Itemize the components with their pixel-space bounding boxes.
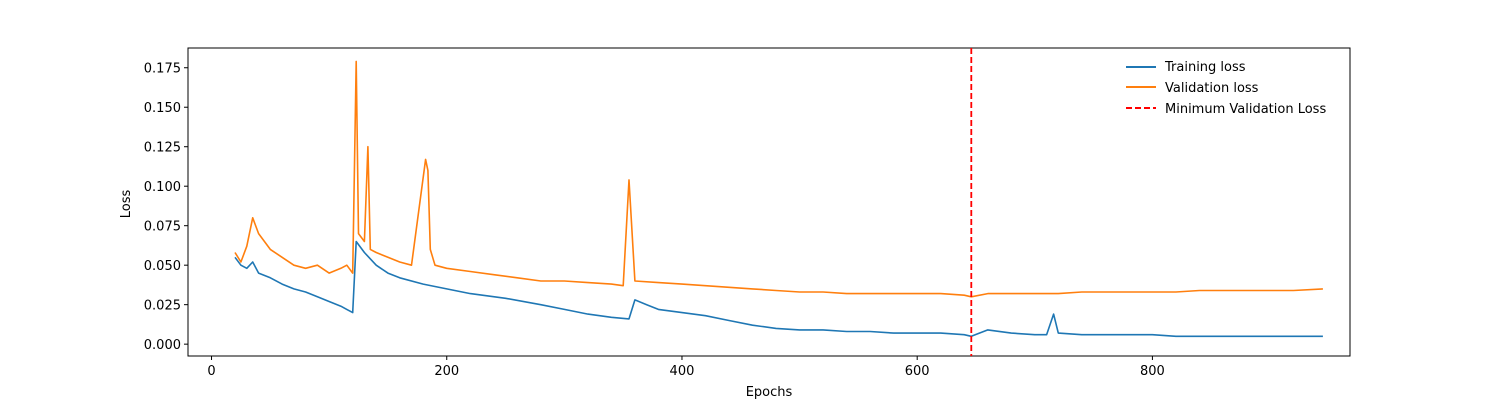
x-tick-label: 600 [905,364,930,379]
validation-loss-line [234,60,1323,298]
y-tick-label: 0.050 [144,259,181,274]
legend-validation-loss: Validation loss [1165,81,1259,96]
training-loss-line [234,240,1323,338]
x-axis: 0 200 400 600 800 [207,356,1165,379]
y-axis-label: Loss [119,190,134,219]
legend-minimum-validation-loss: Minimum Validation Loss [1165,102,1326,117]
legend: Training loss Validation loss Minimum Va… [1126,60,1326,117]
y-tick-label: 0.000 [144,338,181,353]
x-tick-label: 200 [434,364,459,379]
legend-training-loss: Training loss [1164,60,1246,75]
y-tick-label: 0.100 [144,180,181,195]
x-axis-label: Epochs [746,385,793,400]
x-tick-label: 800 [1140,364,1165,379]
series-layer [234,48,1323,356]
y-tick-label: 0.175 [144,62,181,77]
x-tick-label: 400 [670,364,695,379]
plot-frame [187,47,1351,357]
y-tick-label: 0.125 [144,141,181,156]
y-tick-label: 0.150 [144,101,181,116]
y-tick-label: 0.025 [144,299,181,314]
plot-area [187,47,1351,357]
y-axis: 0.000 0.025 0.050 0.075 0.100 0.125 0.150 0.175 [144,62,188,353]
x-tick-label: 0 [207,364,215,379]
y-tick-label: 0.075 [144,220,181,235]
